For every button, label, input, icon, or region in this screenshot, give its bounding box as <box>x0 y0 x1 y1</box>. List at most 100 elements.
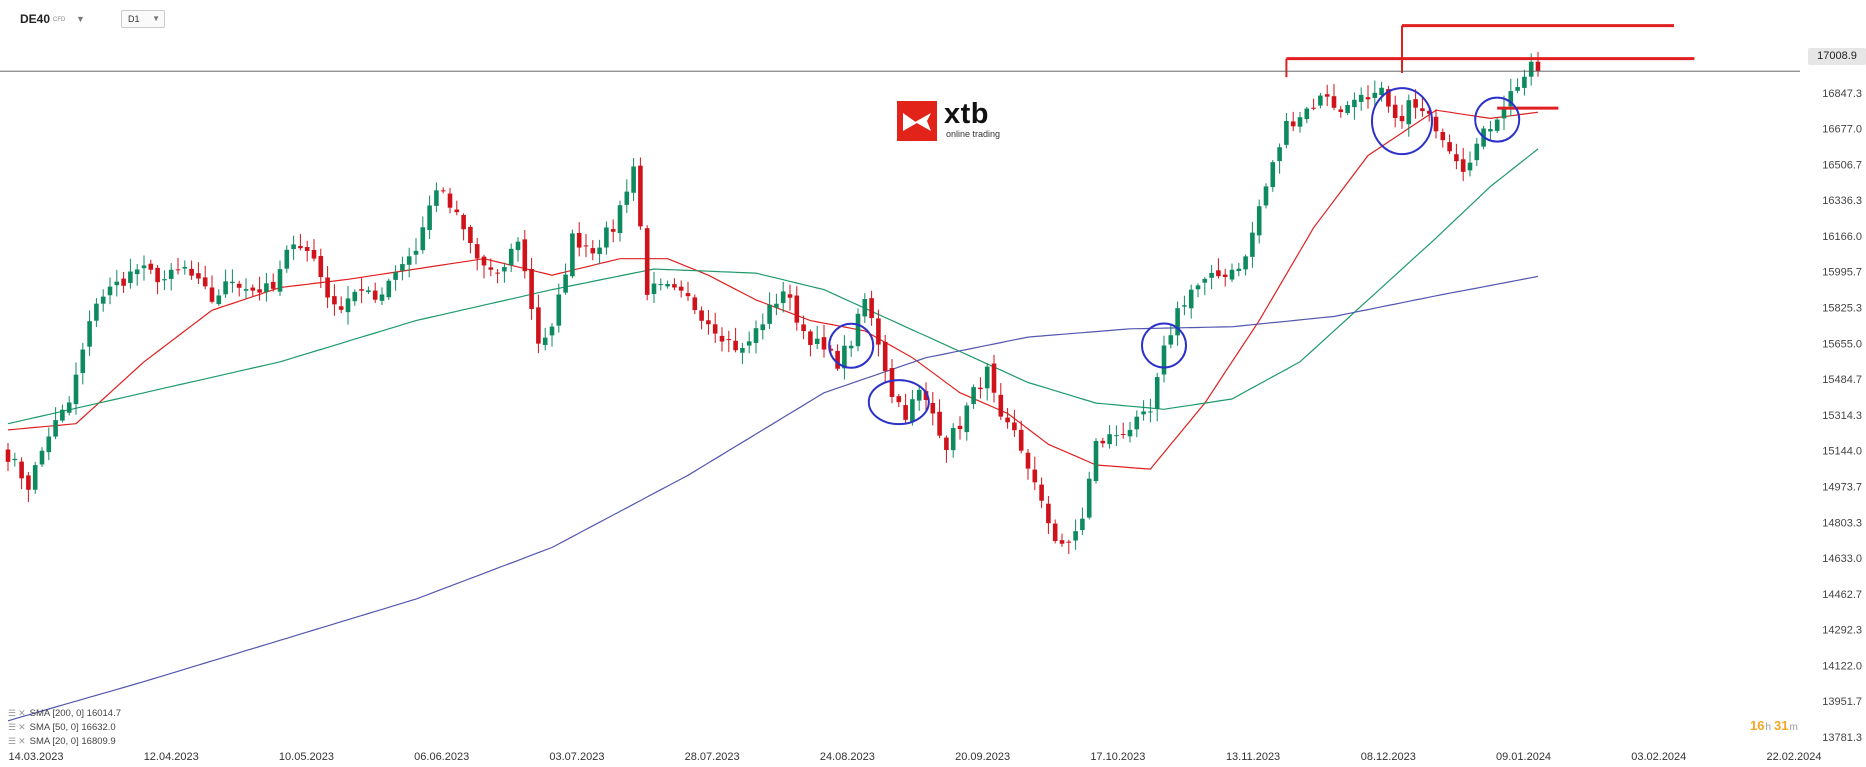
candle-body <box>903 405 908 420</box>
candle-body <box>876 318 881 345</box>
candle-body <box>998 394 1004 417</box>
x-tick-label: 28.07.2023 <box>685 751 740 763</box>
highlight-circle[interactable] <box>867 379 930 426</box>
countdown-hours-unit: h <box>1765 722 1772 733</box>
y-tick-label: 14292.3 <box>1822 625 1862 637</box>
candle-body <box>73 374 79 405</box>
candle-body <box>379 294 385 301</box>
indicator-legend: ☰ ✕ SMA [200, 0] 16014.7 ☰ ✕ SMA [50, 0] 166… <box>8 706 121 748</box>
candle-body <box>515 241 521 251</box>
y-tick-label: 13951.7 <box>1822 696 1862 708</box>
candle-body <box>1005 417 1010 423</box>
candle-body <box>706 320 711 325</box>
candle-body <box>1318 95 1323 106</box>
candle-body <box>774 303 779 308</box>
candle-body <box>984 366 990 389</box>
chevron-down-icon[interactable]: ▼ <box>76 14 85 24</box>
candle-body <box>39 450 45 465</box>
x-tick-label: 17.10.2023 <box>1090 751 1145 763</box>
candle-body <box>298 246 303 249</box>
candle-body <box>155 267 160 283</box>
candle-body <box>318 255 324 278</box>
close-icon[interactable]: ✕ <box>18 722 26 732</box>
candle-body <box>1032 469 1038 483</box>
candle-body <box>53 420 58 437</box>
candle-body <box>930 403 936 414</box>
candle-body <box>1263 186 1269 206</box>
x-tick-label: 10.05.2023 <box>279 751 334 763</box>
candle-body <box>808 331 813 345</box>
highlight-circle[interactable] <box>1371 87 1433 156</box>
candle-body <box>1161 345 1167 375</box>
candle-body <box>168 269 174 279</box>
candle-body <box>128 271 133 283</box>
candle-body <box>1474 143 1480 161</box>
candle-body <box>862 299 868 317</box>
drawn-annotations[interactable] <box>828 24 1695 426</box>
candle-body <box>1025 452 1031 469</box>
close-icon[interactable]: ✕ <box>18 708 26 718</box>
candle-body <box>372 290 378 300</box>
candle-body <box>502 267 507 272</box>
candle-body <box>1304 108 1310 120</box>
y-tick-label: 15144.0 <box>1822 446 1862 458</box>
candle-body <box>1243 256 1248 270</box>
bars-icon[interactable]: ☰ <box>8 708 17 718</box>
candle-body <box>400 264 405 271</box>
legend-sma-200[interactable]: ☰ ✕ SMA [200, 0] 16014.7 <box>8 706 121 720</box>
x-tick-label: 14.03.2023 <box>8 751 63 763</box>
candle-body <box>495 272 500 274</box>
candle-body <box>1012 422 1017 431</box>
x-tick-label: 09.01.2024 <box>1496 751 1551 763</box>
candle-body <box>393 272 398 280</box>
candle-body <box>1392 104 1398 118</box>
moving-averages <box>7 109 1539 722</box>
candle-body <box>1372 92 1378 98</box>
candle-body <box>597 247 602 255</box>
candle-body <box>1399 116 1405 122</box>
candle-body <box>1195 285 1201 290</box>
candle-body <box>277 269 283 292</box>
x-tick-label: 13.11.2023 <box>1226 751 1280 763</box>
candle-body <box>243 289 249 291</box>
candle-body <box>726 339 732 341</box>
candle-body <box>978 387 983 390</box>
candle-body <box>325 277 330 298</box>
candle-body <box>264 283 269 293</box>
candle-body <box>1447 142 1452 152</box>
bars-icon[interactable]: ☰ <box>8 722 17 732</box>
candle-body <box>359 289 364 291</box>
candle-body <box>692 297 698 311</box>
candle-body <box>406 256 412 265</box>
y-tick-label: 14633.0 <box>1822 553 1862 565</box>
symbol-selector[interactable]: DE40 CFD <box>20 12 65 26</box>
highlight-circle[interactable] <box>1474 96 1521 143</box>
candle-body <box>644 228 650 295</box>
candle-body <box>175 269 181 271</box>
highlight-circle[interactable] <box>828 322 875 369</box>
timeframe-select[interactable]: D1 ▼ <box>121 10 165 28</box>
legend-sma-20[interactable]: ☰ ✕ SMA [20, 0] 16809.9 <box>8 734 121 748</box>
candle-body <box>216 295 222 305</box>
candle-body <box>536 307 541 344</box>
candle-body <box>1059 540 1065 544</box>
candle-body <box>1454 154 1459 162</box>
candle-body <box>767 304 772 324</box>
close-icon[interactable]: ✕ <box>18 736 26 746</box>
candle-body <box>665 283 670 287</box>
candle-body <box>148 263 154 270</box>
candle-body <box>107 286 113 296</box>
candle-body <box>1107 434 1112 445</box>
candle-body <box>1148 411 1153 413</box>
candle-body <box>250 287 256 291</box>
legend-sma-50[interactable]: ☰ ✕ SMA [50, 0] 16632.0 <box>8 720 121 734</box>
highlight-circle[interactable] <box>1141 322 1187 369</box>
candle-body <box>855 313 861 347</box>
candle-body <box>291 244 296 250</box>
candle-body <box>842 345 847 369</box>
candle-body <box>141 265 147 269</box>
bars-icon[interactable]: ☰ <box>8 736 17 746</box>
candle-body <box>889 368 895 397</box>
candle-body <box>345 298 351 313</box>
